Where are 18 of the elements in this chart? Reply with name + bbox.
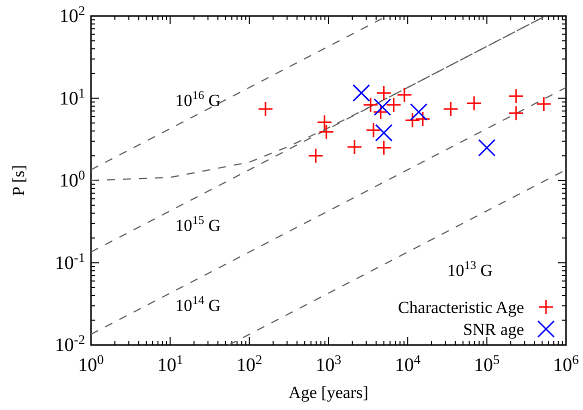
x-tick-label: 10$^{6}$ <box>553 352 580 376</box>
annotation: 10$^{14}$ G <box>175 293 221 315</box>
x-tick-label: 10$^{5}$ <box>474 352 500 376</box>
y-tick-label: 10$^{0}$ <box>59 167 86 192</box>
annotation: 10$^{13}$ G <box>447 258 493 280</box>
y-tick-label: 10$^{2}$ <box>59 2 85 27</box>
x-tick-label: 10$^{4}$ <box>394 352 421 376</box>
legend-label: SNR age <box>463 320 524 339</box>
legend-label: Characteristic Age <box>398 298 524 317</box>
x-tick-label: 10$^{1}$ <box>157 352 183 376</box>
annotation: 10$^{16}$ G <box>175 88 221 110</box>
y-tick-label: 10$^{1}$ <box>59 84 85 110</box>
y-tick-label: 10$^{-1}$ <box>54 249 85 274</box>
y-axis-title: P [s] <box>9 164 28 196</box>
x-tick-label: 10$^{3}$ <box>316 352 342 376</box>
x-tick-label: 10$^{2}$ <box>236 352 262 376</box>
annotation: 10$^{15}$ G <box>175 213 221 235</box>
x-axis-title: Age [years] <box>288 383 368 402</box>
